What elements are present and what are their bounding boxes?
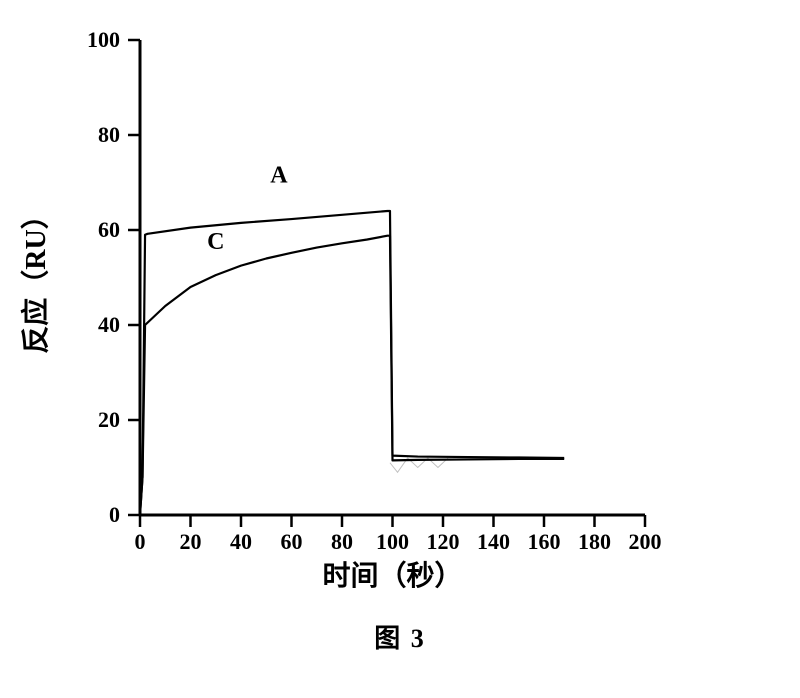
curve-label-C: C xyxy=(207,229,224,255)
svg-text:20: 20 xyxy=(98,407,120,432)
svg-text:80: 80 xyxy=(331,529,353,554)
curve-label-A: A xyxy=(270,163,288,189)
svg-text:160: 160 xyxy=(528,529,561,554)
svg-text:80: 80 xyxy=(98,122,120,147)
svg-text:0: 0 xyxy=(135,529,146,554)
svg-text:120: 120 xyxy=(427,529,460,554)
svg-text:60: 60 xyxy=(281,529,303,554)
svg-text:140: 140 xyxy=(477,529,510,554)
svg-text:180: 180 xyxy=(578,529,611,554)
x-axis-label: 时间（秒） xyxy=(322,559,462,592)
svg-text:40: 40 xyxy=(230,529,252,554)
svg-text:100: 100 xyxy=(87,27,120,52)
figure-3-container: 0 20 40 60 80 100 120 140 160 180 200 0 20 40 60 80 100 时… xyxy=(0,0,800,698)
svg-text:100: 100 xyxy=(376,529,409,554)
svg-text:40: 40 xyxy=(98,312,120,337)
y-axis-label: 反应（RU） xyxy=(19,201,52,353)
figure-caption: 图 3 xyxy=(0,618,800,655)
svg-text:60: 60 xyxy=(98,217,120,242)
svg-text:20: 20 xyxy=(180,529,202,554)
svg-text:200: 200 xyxy=(629,529,662,554)
svg-text:0: 0 xyxy=(109,502,120,527)
sensorgram-chart: 0 20 40 60 80 100 120 140 160 180 200 0 20 40 60 80 100 时… xyxy=(0,0,800,698)
